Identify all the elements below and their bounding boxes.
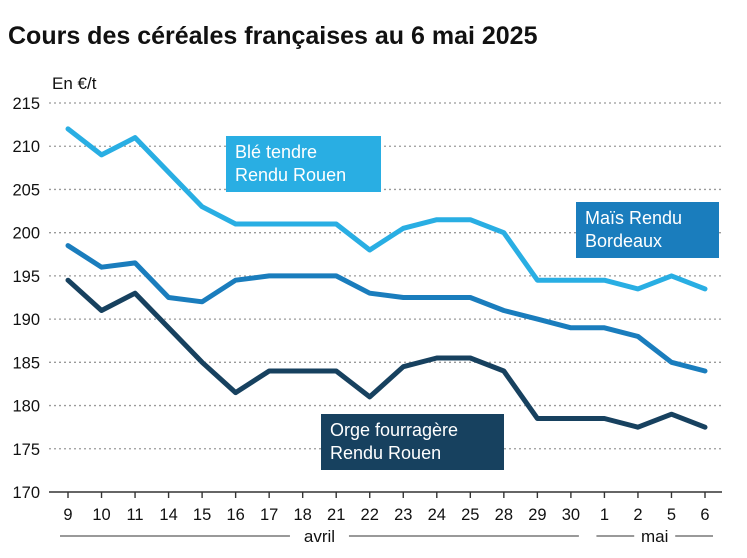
x-tick-label: 28 <box>495 506 513 524</box>
month-axis: avril mai <box>60 527 713 546</box>
x-tick-label: 5 <box>667 506 676 524</box>
series-label-text: Rendu Rouen <box>235 165 346 185</box>
x-tick-label: 30 <box>562 506 580 524</box>
series-layer <box>65 126 708 430</box>
series-line-2 <box>65 277 708 430</box>
y-tick-label: 175 <box>12 441 40 459</box>
y-axis-unit-label: En €/t <box>52 74 97 93</box>
series-labels: Blé tendre Rendu Rouen Maïs Rendu Bordeaux O… <box>226 136 719 470</box>
y-tick-label: 200 <box>12 225 40 243</box>
y-tick-label: 210 <box>12 138 40 156</box>
x-tick-label: 18 <box>294 506 312 524</box>
x-tick-label: 11 <box>126 506 143 524</box>
month-label: avril <box>304 527 335 546</box>
x-tick-label: 16 <box>226 506 244 524</box>
y-tick-label: 190 <box>12 311 40 329</box>
series-label-box <box>576 202 719 258</box>
y-tick-label: 180 <box>12 398 40 416</box>
x-tick-label: 9 <box>63 506 72 524</box>
x-tick-label: 23 <box>394 506 412 524</box>
series-label-text: Blé tendre <box>235 142 317 162</box>
x-tick-label: 25 <box>461 506 479 524</box>
x-tick-label: 10 <box>92 506 110 524</box>
series-line-1 <box>65 243 708 374</box>
y-tick-label: 185 <box>12 354 40 372</box>
x-tick-label: 21 <box>327 506 345 524</box>
x-tick-label: 14 <box>159 506 177 524</box>
chart-title: Cours des céréales françaises au 6 mai 2… <box>8 22 538 50</box>
x-axis: 9 10 11 14 15 16 17 18 21 22 23 24 25 28 29 30 1 2 5 6 <box>63 492 710 524</box>
y-tick-label: 195 <box>12 268 40 286</box>
y-tick-label: 170 <box>12 484 40 502</box>
x-tick-label: 24 <box>428 506 446 524</box>
series-label-text: Rendu Rouen <box>330 443 441 463</box>
series-label-box <box>226 136 381 192</box>
y-tick-label: 215 <box>12 95 40 113</box>
x-tick-label: 1 <box>600 506 609 524</box>
series-line-0 <box>65 126 708 292</box>
x-tick-label: 29 <box>528 506 546 524</box>
x-tick-label: 6 <box>700 506 709 524</box>
series-label-text: Maïs Rendu <box>585 208 682 228</box>
x-tick-label: 17 <box>260 506 278 524</box>
y-tick-label: 205 <box>12 181 40 199</box>
month-label: mai <box>641 527 668 546</box>
x-tick-label: 2 <box>633 506 642 524</box>
series-label-box <box>321 414 504 470</box>
x-tick-label: 22 <box>361 506 379 524</box>
x-tick-label: 15 <box>193 506 211 524</box>
series-label-text: Orge fourragère <box>330 420 458 440</box>
series-label-text: Bordeaux <box>585 231 662 251</box>
y-axis: 170 175 180 185 190 195 200 205 210 215 <box>12 95 40 502</box>
